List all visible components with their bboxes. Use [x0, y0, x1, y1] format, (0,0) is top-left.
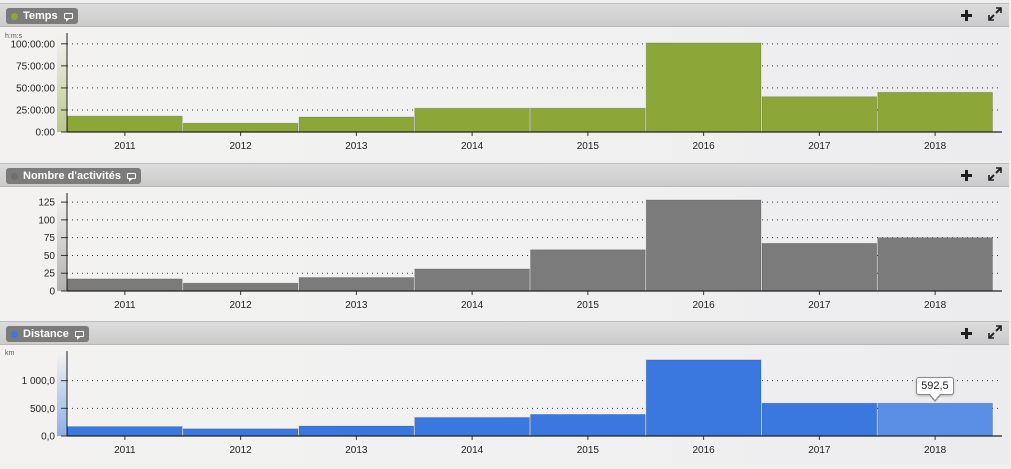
activities-panel: Nombre d'activités 0 25 50 75 100 125 2011 2012… [0, 163, 1009, 321]
panel-header: Nombre d'activités [0, 163, 1009, 187]
y-tick-label: 0 [49, 287, 55, 298]
distance-panel: Distance km 0,0 500,0 1 000,0 2011 2012 2013 20… [0, 321, 1009, 464]
expand-icon[interactable] [988, 325, 1004, 341]
x-tick-label: 2017 [808, 141, 831, 152]
x-tick-label: 2016 [693, 141, 716, 152]
axis-gradient [57, 195, 67, 291]
bar-2016 [645, 359, 762, 437]
comment-icon [126, 173, 136, 182]
add-icon[interactable] [959, 325, 975, 341]
bar-2012 [182, 428, 299, 437]
expand-icon[interactable] [988, 7, 1004, 23]
x-tick-label: 2018 [924, 141, 947, 152]
bar-2014 [414, 107, 530, 133]
add-icon[interactable] [959, 7, 975, 23]
panel-title: Distance [23, 328, 69, 340]
x-tick-label: 2018 [924, 445, 947, 456]
bar-2012 [182, 122, 299, 133]
series-color-dot [11, 330, 18, 338]
x-tick-label: 2014 [461, 141, 484, 152]
x-tick-label: 2018 [924, 300, 947, 311]
panel-title-pill[interactable]: Temps [6, 8, 78, 24]
x-tick-label: 2015 [577, 141, 600, 152]
panel-title-pill[interactable]: Distance [6, 326, 89, 342]
y-tick-label: 0,0 [41, 432, 55, 443]
series-color-dot [11, 172, 18, 180]
bar-2014 [414, 268, 530, 292]
y-tick-label: 25:00:00 [16, 105, 55, 116]
bar-2018 [877, 402, 993, 437]
x-tick-label: 2015 [577, 300, 600, 311]
series-color-dot [11, 12, 18, 20]
y-tick-label: 125 [38, 198, 55, 209]
x-tick-label: 2014 [461, 445, 484, 456]
x-tick-label: 2015 [577, 445, 600, 456]
y-tick-label: 500,0 [30, 404, 55, 415]
chart-area: km 0,0 500,0 1 000,0 2011 2012 2013 2014 2015 201… [0, 345, 1009, 464]
chart-area: 0 25 50 75 100 125 2011 2012 2013 2014 2015 2016 201… [0, 187, 1009, 321]
chart-area: h:m:s 0:00 25:00:00 50:00:00 75:00:00 100:00:… [0, 27, 1009, 161]
axis-gradient [57, 353, 67, 436]
distance-chart: km 0,0 500,0 1 000,0 2011 2012 2013 2014 2015 201… [5, 350, 1002, 456]
y-tick-label: 0:00 [36, 128, 56, 139]
bar-2016 [645, 42, 762, 133]
y-tick-label: 100 [38, 215, 55, 226]
x-tick-label: 2012 [230, 445, 253, 456]
x-tick-label: 2012 [230, 141, 253, 152]
temps-panel: Temps h:m:s 0:00 25:00:00 50:00:00 75:00:00 1… [0, 3, 1009, 161]
add-icon[interactable] [959, 167, 975, 183]
bar-2014 [414, 417, 530, 437]
x-tick-label: 2011 [114, 141, 136, 152]
bar-2017 [761, 242, 878, 292]
x-tick-label: 2013 [345, 445, 368, 456]
bar-2018 [877, 237, 993, 292]
bar-2017 [761, 402, 878, 437]
x-tick-label: 2011 [114, 300, 136, 311]
x-tick-label: 2016 [693, 445, 716, 456]
x-tick-label: 2017 [808, 445, 831, 456]
y-tick-label: 50:00:00 [16, 83, 55, 94]
x-tick-label: 2014 [461, 300, 484, 311]
bar-2011 [67, 426, 183, 437]
bar-2013 [298, 425, 415, 437]
comment-icon [74, 331, 84, 340]
panel-header: Distance [0, 321, 1009, 345]
panel-title-pill[interactable]: Nombre d'activités [6, 168, 141, 184]
unit-label: km [5, 350, 15, 357]
bar-2015 [530, 107, 646, 133]
bar-2018 [877, 91, 993, 133]
bar-2016 [645, 199, 762, 292]
y-tick-label: 75:00:00 [16, 61, 55, 72]
activities-chart: 0 25 50 75 100 125 2011 2012 2013 2014 2015 2016 201… [38, 193, 1002, 311]
bar-2013 [298, 277, 415, 292]
bar-2012 [182, 282, 299, 292]
bar-2015 [530, 249, 646, 292]
x-tick-label: 2016 [693, 300, 716, 311]
panel-title: Nombre d'activités [23, 170, 121, 182]
value-tooltip: 592,5 [916, 377, 954, 403]
x-tick-label: 2012 [230, 300, 253, 311]
x-tick-label: 2013 [345, 300, 368, 311]
comment-icon [63, 13, 73, 22]
y-tick-label: 25 [44, 269, 56, 280]
y-tick-label: 75 [44, 233, 56, 244]
panel-title: Temps [23, 10, 58, 22]
y-tick-label: 1 000,0 [22, 376, 56, 387]
bar-2011 [67, 278, 183, 292]
panel-header: Temps [0, 3, 1009, 27]
expand-icon[interactable] [988, 167, 1004, 183]
x-tick-label: 2017 [808, 300, 831, 311]
unit-label: h:m:s [5, 33, 23, 40]
bar-2015 [530, 414, 646, 437]
bar-2011 [67, 115, 183, 133]
bar-2017 [761, 96, 878, 133]
y-tick-label: 100:00:00 [11, 39, 56, 50]
temps-chart: h:m:s 0:00 25:00:00 50:00:00 75:00:00 100:00:… [5, 33, 1002, 152]
axis-gradient [57, 35, 67, 132]
x-tick-label: 2013 [345, 141, 368, 152]
x-tick-label: 2011 [114, 445, 136, 456]
bar-2013 [298, 116, 415, 133]
y-tick-label: 50 [44, 251, 56, 262]
